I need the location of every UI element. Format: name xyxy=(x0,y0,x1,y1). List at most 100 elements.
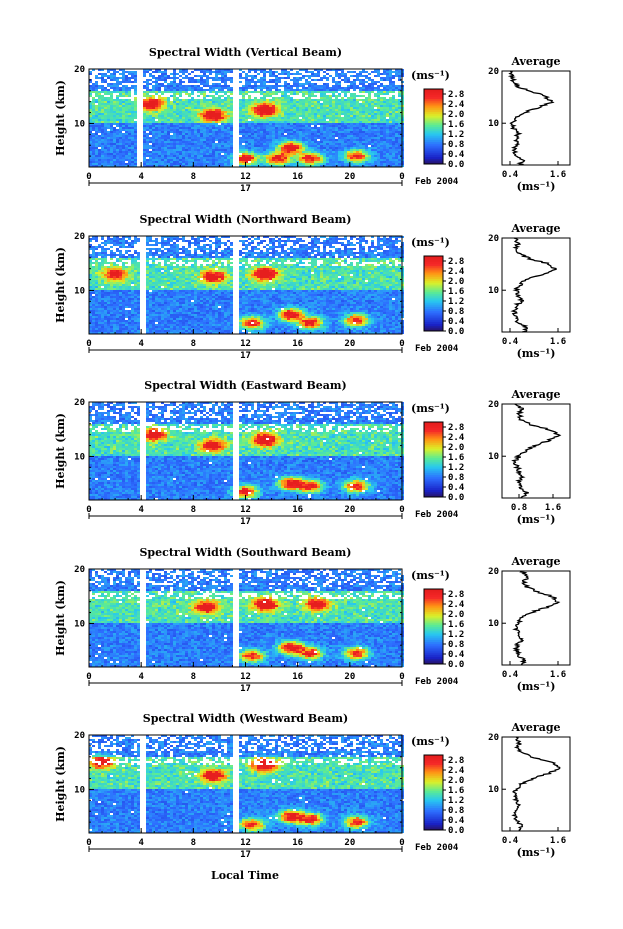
x-tick-label: 8 xyxy=(191,339,196,349)
colorbar-tick-label: 1.6 xyxy=(448,620,464,630)
profile-y-tick-label: 20 xyxy=(488,234,499,244)
colorbar-tick-label: 0.4 xyxy=(448,483,465,493)
colorbar-tick-label: 0.0 xyxy=(448,327,464,337)
panel-1: Spectral Width (Vertical Beam)0 4 8 12 16 20 0… xyxy=(54,46,570,194)
y-tick-label: 20 xyxy=(74,731,85,741)
profile-title: Average xyxy=(510,222,560,235)
date-label: Feb 2004 xyxy=(415,510,459,520)
day-label: 17 xyxy=(240,517,251,527)
colorbar-tick-label: 0.0 xyxy=(448,493,464,503)
panel-title: Spectral Width (Southward Beam) xyxy=(139,546,351,559)
x-tick-label: 4 xyxy=(138,505,144,515)
colorbar-unit: (ms⁻¹) xyxy=(411,569,450,582)
panel-5: Spectral Width (Westward Beam)0 4 8 12 16 20 0… xyxy=(54,712,570,860)
colorbar-tick-label: 0.8 xyxy=(448,140,464,150)
date-label: Feb 2004 xyxy=(415,843,459,853)
x-tick-label: 4 xyxy=(138,672,144,682)
y-tick-label: 20 xyxy=(74,565,85,575)
profile-y-tick-label: 20 xyxy=(488,567,499,577)
y-tick-label: 10 xyxy=(74,286,85,296)
colorbar-tick-label: 2.8 xyxy=(448,423,464,433)
x-tick-label: 8 xyxy=(191,172,196,182)
profile-y-tick-label: 20 xyxy=(488,400,499,410)
colorbar-tick-label: 2.4 xyxy=(448,600,465,610)
profile-x-tick-label: 0.4 xyxy=(502,337,519,347)
colorbar-tick-label: 0.4 xyxy=(448,816,465,826)
x-tick-label: 16 xyxy=(292,672,303,682)
x-tick-label: 20 xyxy=(344,172,355,182)
colorbar-tick-label: 2.8 xyxy=(448,90,464,100)
profile-frame xyxy=(502,404,570,498)
profile-line xyxy=(510,71,553,165)
profile-y-tick-label: 20 xyxy=(488,733,499,743)
colorbar-tick-label: 1.2 xyxy=(448,796,464,806)
colorbar: 0.00.40.81.21.62.02.42.8 xyxy=(424,256,465,337)
x-tick-label: 12 xyxy=(240,505,251,515)
panel-4: Spectral Width (Southward Beam)0 4 8 12 16 20… xyxy=(54,546,570,694)
colorbar-tick-label: 0.4 xyxy=(448,650,465,660)
x-tick-label: 12 xyxy=(240,172,251,182)
x-tick-label: 8 xyxy=(191,505,196,515)
colorbar-tick-label: 0.8 xyxy=(448,473,464,483)
x-tick-label: 20 xyxy=(344,672,355,682)
x-tick-label: 16 xyxy=(292,505,303,515)
profile-x-label: (ms⁻¹) xyxy=(517,180,556,193)
colorbar-tick-label: 0.4 xyxy=(448,317,465,327)
colorbar-tick-label: 1.6 xyxy=(448,287,464,297)
profile-y-tick-label: 10 xyxy=(488,619,499,629)
heatmap xyxy=(89,69,404,167)
profile-x-tick-label: 1.6 xyxy=(545,503,561,513)
colorbar-tick-label: 2.4 xyxy=(448,100,465,110)
x-tick-label: 20 xyxy=(344,838,355,848)
profile-y-tick-label: 10 xyxy=(488,785,499,795)
date-label: Feb 2004 xyxy=(415,344,459,354)
colorbar-tick-label: 2.4 xyxy=(448,267,465,277)
x-tick-label: 4 xyxy=(138,172,144,182)
panel-title: Spectral Width (Westward Beam) xyxy=(143,712,348,725)
profile-x-label: (ms⁻¹) xyxy=(517,347,556,360)
y-tick-label: 20 xyxy=(74,232,85,242)
y-tick-label: 10 xyxy=(74,785,85,795)
profile-frame xyxy=(502,238,570,332)
colorbar-tick-label: 1.6 xyxy=(448,120,464,130)
colorbar-tick-label: 1.6 xyxy=(448,453,464,463)
profile-title: Average xyxy=(510,721,560,734)
heatmap xyxy=(89,735,404,833)
colorbar-tick-label: 0.0 xyxy=(448,160,464,170)
profile-x-label: (ms⁻¹) xyxy=(517,680,556,693)
x-tick-label: 16 xyxy=(292,339,303,349)
profile-x-tick-label: 0.8 xyxy=(511,503,527,513)
profile-title: Average xyxy=(510,55,560,68)
x-tick-label: 12 xyxy=(240,672,251,682)
colorbar-tick-label: 0.8 xyxy=(448,806,464,816)
x-tick-label: 12 xyxy=(240,838,251,848)
colorbar-tick-label: 1.2 xyxy=(448,463,464,473)
date-label: Feb 2004 xyxy=(415,177,459,187)
colorbar-tick-label: 1.2 xyxy=(448,130,464,140)
profile-frame xyxy=(502,71,570,165)
y-axis-label: Height (km) xyxy=(54,413,67,489)
colorbar-unit: (ms⁻¹) xyxy=(411,402,450,415)
day-label: 17 xyxy=(240,684,251,694)
panel-title: Spectral Width (Eastward Beam) xyxy=(144,379,346,392)
y-tick-label: 10 xyxy=(74,452,85,462)
x-tick-label: 16 xyxy=(292,172,303,182)
colorbar-tick-label: 0.0 xyxy=(448,660,464,670)
profile-x-tick-label: 1.6 xyxy=(550,337,566,347)
x-axis-label: Local Time xyxy=(211,869,279,882)
colorbar-unit: (ms⁻¹) xyxy=(411,735,450,748)
colorbar-tick-label: 0.0 xyxy=(448,826,464,836)
profile-line xyxy=(513,238,557,332)
profile-x-tick-label: 0.4 xyxy=(502,670,519,680)
colorbar: 0.00.40.81.21.62.02.42.8 xyxy=(424,89,465,170)
colorbar-tick-label: 2.0 xyxy=(448,610,464,620)
panel-title: Spectral Width (Northward Beam) xyxy=(140,213,352,226)
colorbar-tick-label: 2.8 xyxy=(448,590,464,600)
colorbar: 0.00.40.81.21.62.02.42.8 xyxy=(424,589,465,670)
x-tick-label: 4 xyxy=(138,838,144,848)
colorbar-tick-label: 2.8 xyxy=(448,756,464,766)
